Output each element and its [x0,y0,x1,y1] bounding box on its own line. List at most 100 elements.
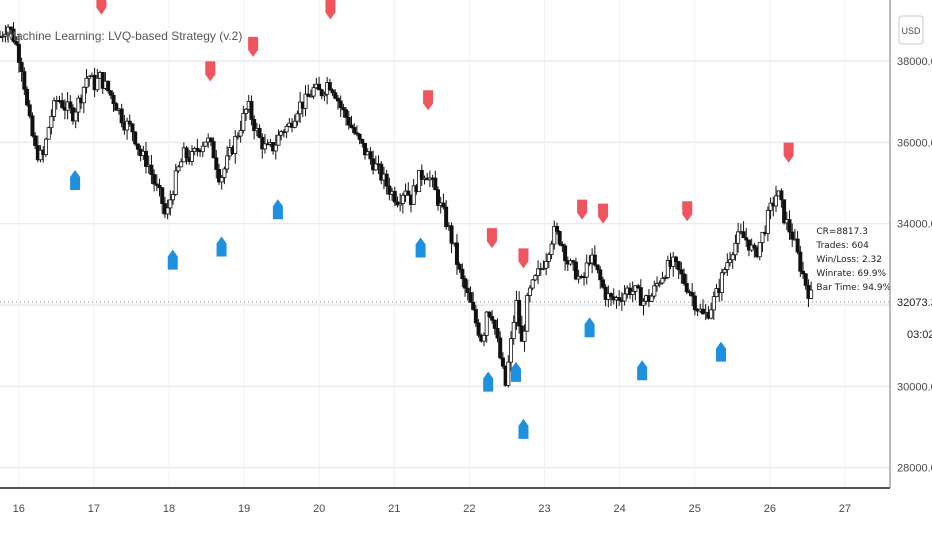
candle-body [471,301,476,310]
candle-body [284,125,289,133]
buy-signal-marker [415,237,426,258]
candle-body [189,151,194,162]
candle-body [22,71,27,90]
candle-body [19,62,24,72]
candle-body [541,267,546,270]
candle-body [560,243,565,247]
candle-body [52,100,57,117]
sell-signal-marker [205,61,216,82]
candle-body [557,231,562,245]
candle-body [352,127,357,134]
x-tick-label: 20 [313,503,325,515]
candle-body [752,244,757,249]
buy-signal-marker [167,249,178,270]
y-tick-label: 30000.00 [897,381,932,393]
candle-body [476,322,481,336]
candle-body [219,177,224,183]
candle-body [179,161,184,168]
candle-body [509,338,514,363]
candle-body [730,254,735,261]
candle-body [171,194,176,201]
candle-body [73,111,78,122]
candle-body [728,259,733,264]
candle-body [517,299,522,327]
candle-body [273,144,278,152]
candle-body [33,135,38,146]
sell-signal-marker [783,142,794,163]
candle-body [217,169,222,183]
candle-body [584,262,589,278]
candle-body [782,199,787,224]
candle-body [119,108,124,124]
candle-body [725,262,730,270]
candle-body [527,287,532,296]
candle-body [692,295,697,311]
candle-body [411,185,416,205]
candle-body [592,254,597,266]
candle-body [322,93,327,97]
candle-body [495,328,500,339]
candle-body [798,251,803,272]
candle-body [417,170,422,193]
candle-body [617,297,622,301]
candle-body [373,163,378,171]
sell-signal-marker [598,203,609,224]
candle-body [330,89,335,94]
candle-body [673,256,678,262]
candle-body [511,321,516,340]
candle-body [690,292,695,297]
candle-body [736,231,741,244]
sell-signal-marker [486,228,497,249]
candle-body [465,287,470,293]
candle-body [368,151,373,160]
candle-body [400,194,405,204]
candle-body [463,278,468,289]
candle-body [522,330,527,342]
candle-body [49,116,54,129]
candle-body [454,242,459,265]
candlestick-series [0,22,814,388]
x-tick-label: 17 [88,503,100,515]
candle-body [387,185,392,195]
signal-markers [70,0,794,439]
candle-body [235,135,240,138]
currency-button[interactable]: USD [898,15,924,45]
candle-body [135,143,140,150]
candle-body [6,26,11,35]
candle-body [114,103,119,111]
stats-line: Bar Time: 94.9% [816,283,891,293]
candle-body [168,199,173,209]
candle-body [25,88,30,106]
candle-body [68,101,73,109]
candle-body [160,187,165,204]
sell-signal-marker [518,248,529,269]
candle-body [484,311,489,336]
candle-body [433,177,438,191]
candle-body [787,219,792,233]
candle-body [14,41,19,45]
buy-signal-marker [70,169,81,190]
candle-body [638,287,643,306]
x-tick-label: 22 [463,503,475,515]
candle-body [679,269,684,275]
candle-body [760,231,765,244]
currency-button-label: USD [901,26,921,36]
candle-body [379,163,384,181]
candle-body [571,260,576,263]
candle-body [709,309,714,319]
candle-body [700,308,705,315]
candle-body [546,254,551,262]
candle-body [657,282,662,285]
candle-body [449,225,454,244]
candle-body [214,157,219,170]
candle-body [249,100,254,120]
buy-signal-marker [510,361,521,382]
candle-body [722,269,727,274]
candle-body [757,242,762,258]
candle-body [733,242,738,256]
candle-body [346,117,351,126]
candle-body [406,190,411,196]
candle-body [154,183,159,186]
candle-body [741,231,746,239]
